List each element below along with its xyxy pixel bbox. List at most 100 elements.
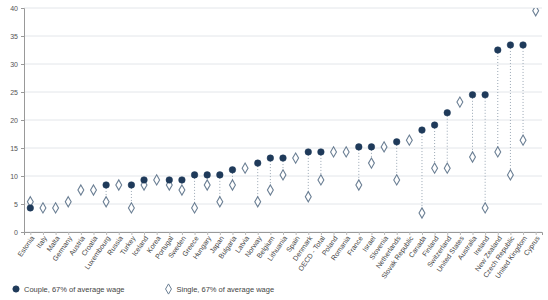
connector [421, 130, 422, 213]
x-tick-mark [536, 232, 537, 235]
y-tick: 40 [10, 5, 24, 12]
couple-point [520, 42, 527, 49]
x-tick-mark [283, 232, 284, 235]
legend-label: Couple, 67% of average wage [24, 285, 125, 294]
y-tick-mark [21, 92, 24, 93]
x-tick: Iceland [131, 232, 150, 257]
couple-point [494, 47, 501, 54]
couple-point [318, 149, 325, 156]
x-tick-mark [321, 232, 322, 235]
x-tick-mark [220, 232, 221, 235]
y-tick: 0 [14, 229, 24, 236]
x-tick-mark [334, 232, 335, 235]
x-tick-mark [435, 232, 436, 235]
couple-point [482, 92, 489, 99]
connector [447, 113, 448, 168]
single-point [179, 185, 185, 195]
single-point [293, 153, 299, 163]
couple-point [128, 182, 135, 189]
x-tick-mark [409, 232, 410, 235]
single-point [406, 135, 412, 145]
single-point [116, 180, 122, 190]
x-tick-mark [270, 232, 271, 235]
single-point [217, 197, 223, 207]
couple-point [141, 177, 148, 184]
x-tick-mark [30, 232, 31, 235]
x-tick-mark [359, 232, 360, 235]
couple-point [507, 42, 514, 49]
x-tick: Estonia [16, 232, 35, 258]
y-tick: 5 [14, 201, 24, 208]
x-tick-mark [498, 232, 499, 235]
couple-point [179, 177, 186, 184]
single-point [482, 203, 488, 213]
y-tick: 20 [10, 117, 24, 124]
y-tick-mark [21, 176, 24, 177]
couple-point [419, 127, 426, 134]
x-tick-mark [510, 232, 511, 235]
x-tick: Lithuania [266, 232, 288, 262]
y-tick-label: 35 [10, 33, 18, 40]
couple-point [444, 109, 451, 116]
x-tick-mark [182, 232, 183, 235]
legend-symbol [13, 286, 19, 292]
marks [27, 8, 539, 218]
couple-point [191, 172, 198, 179]
x-tick-mark [68, 232, 69, 235]
single-point [368, 158, 374, 168]
x-tick-label: Cyprus [522, 234, 542, 257]
single-point [103, 197, 109, 207]
x-tick-mark [81, 232, 82, 235]
x-tick-label: France [346, 235, 364, 257]
x-tick: Australia [456, 232, 477, 261]
x-tick-mark [473, 232, 474, 235]
grid [24, 8, 542, 232]
x-tick-mark [258, 232, 259, 235]
x-tick-mark [195, 232, 196, 235]
y-tick-mark [21, 36, 24, 37]
grid-line [24, 204, 542, 205]
couple-point [217, 172, 224, 179]
connectors [30, 45, 523, 213]
single-point [154, 175, 160, 185]
y-tick-label: 25 [10, 89, 18, 96]
single-point [230, 180, 236, 190]
single-point [53, 203, 59, 213]
connector [485, 95, 486, 208]
legend-symbol [166, 284, 172, 294]
couple-point [393, 139, 400, 146]
couple-point [280, 155, 287, 162]
single-point [192, 203, 198, 213]
single-point [520, 135, 526, 145]
y-tick-mark [21, 120, 24, 121]
y-tick: 15 [10, 145, 24, 152]
y-tick-label: 30 [10, 61, 18, 68]
y-tick: 35 [10, 33, 24, 40]
x-tick-label: Estonia [16, 235, 35, 258]
x-tick-mark [232, 232, 233, 235]
y-tick-mark [21, 148, 24, 149]
y-tick-label: 10 [10, 173, 18, 180]
x-tick-mark [384, 232, 385, 235]
x-axis: EstoniaItalyMaltaGermanyAustriaCroatiaLu… [16, 232, 542, 280]
plot: 0 5 10 15 20 25 30 35 40 EstoniaItalyMaltaGermany… [10, 5, 542, 281]
x-tick-mark [308, 232, 309, 235]
single-point [331, 147, 337, 157]
x-tick-mark [56, 232, 57, 235]
connector [523, 45, 524, 140]
single-point [394, 175, 400, 185]
connector [308, 152, 309, 197]
couple-point [103, 182, 110, 189]
couple-point [368, 144, 375, 151]
single-point [242, 163, 248, 173]
single-point [457, 97, 463, 107]
single-point [91, 185, 97, 195]
single-point [470, 152, 476, 162]
couple-point [305, 149, 312, 156]
x-tick-mark [422, 232, 423, 235]
single-point [128, 203, 134, 213]
couple-point [229, 167, 236, 174]
single-point [356, 180, 362, 190]
couple-point [267, 155, 274, 162]
couple-point [356, 144, 363, 151]
